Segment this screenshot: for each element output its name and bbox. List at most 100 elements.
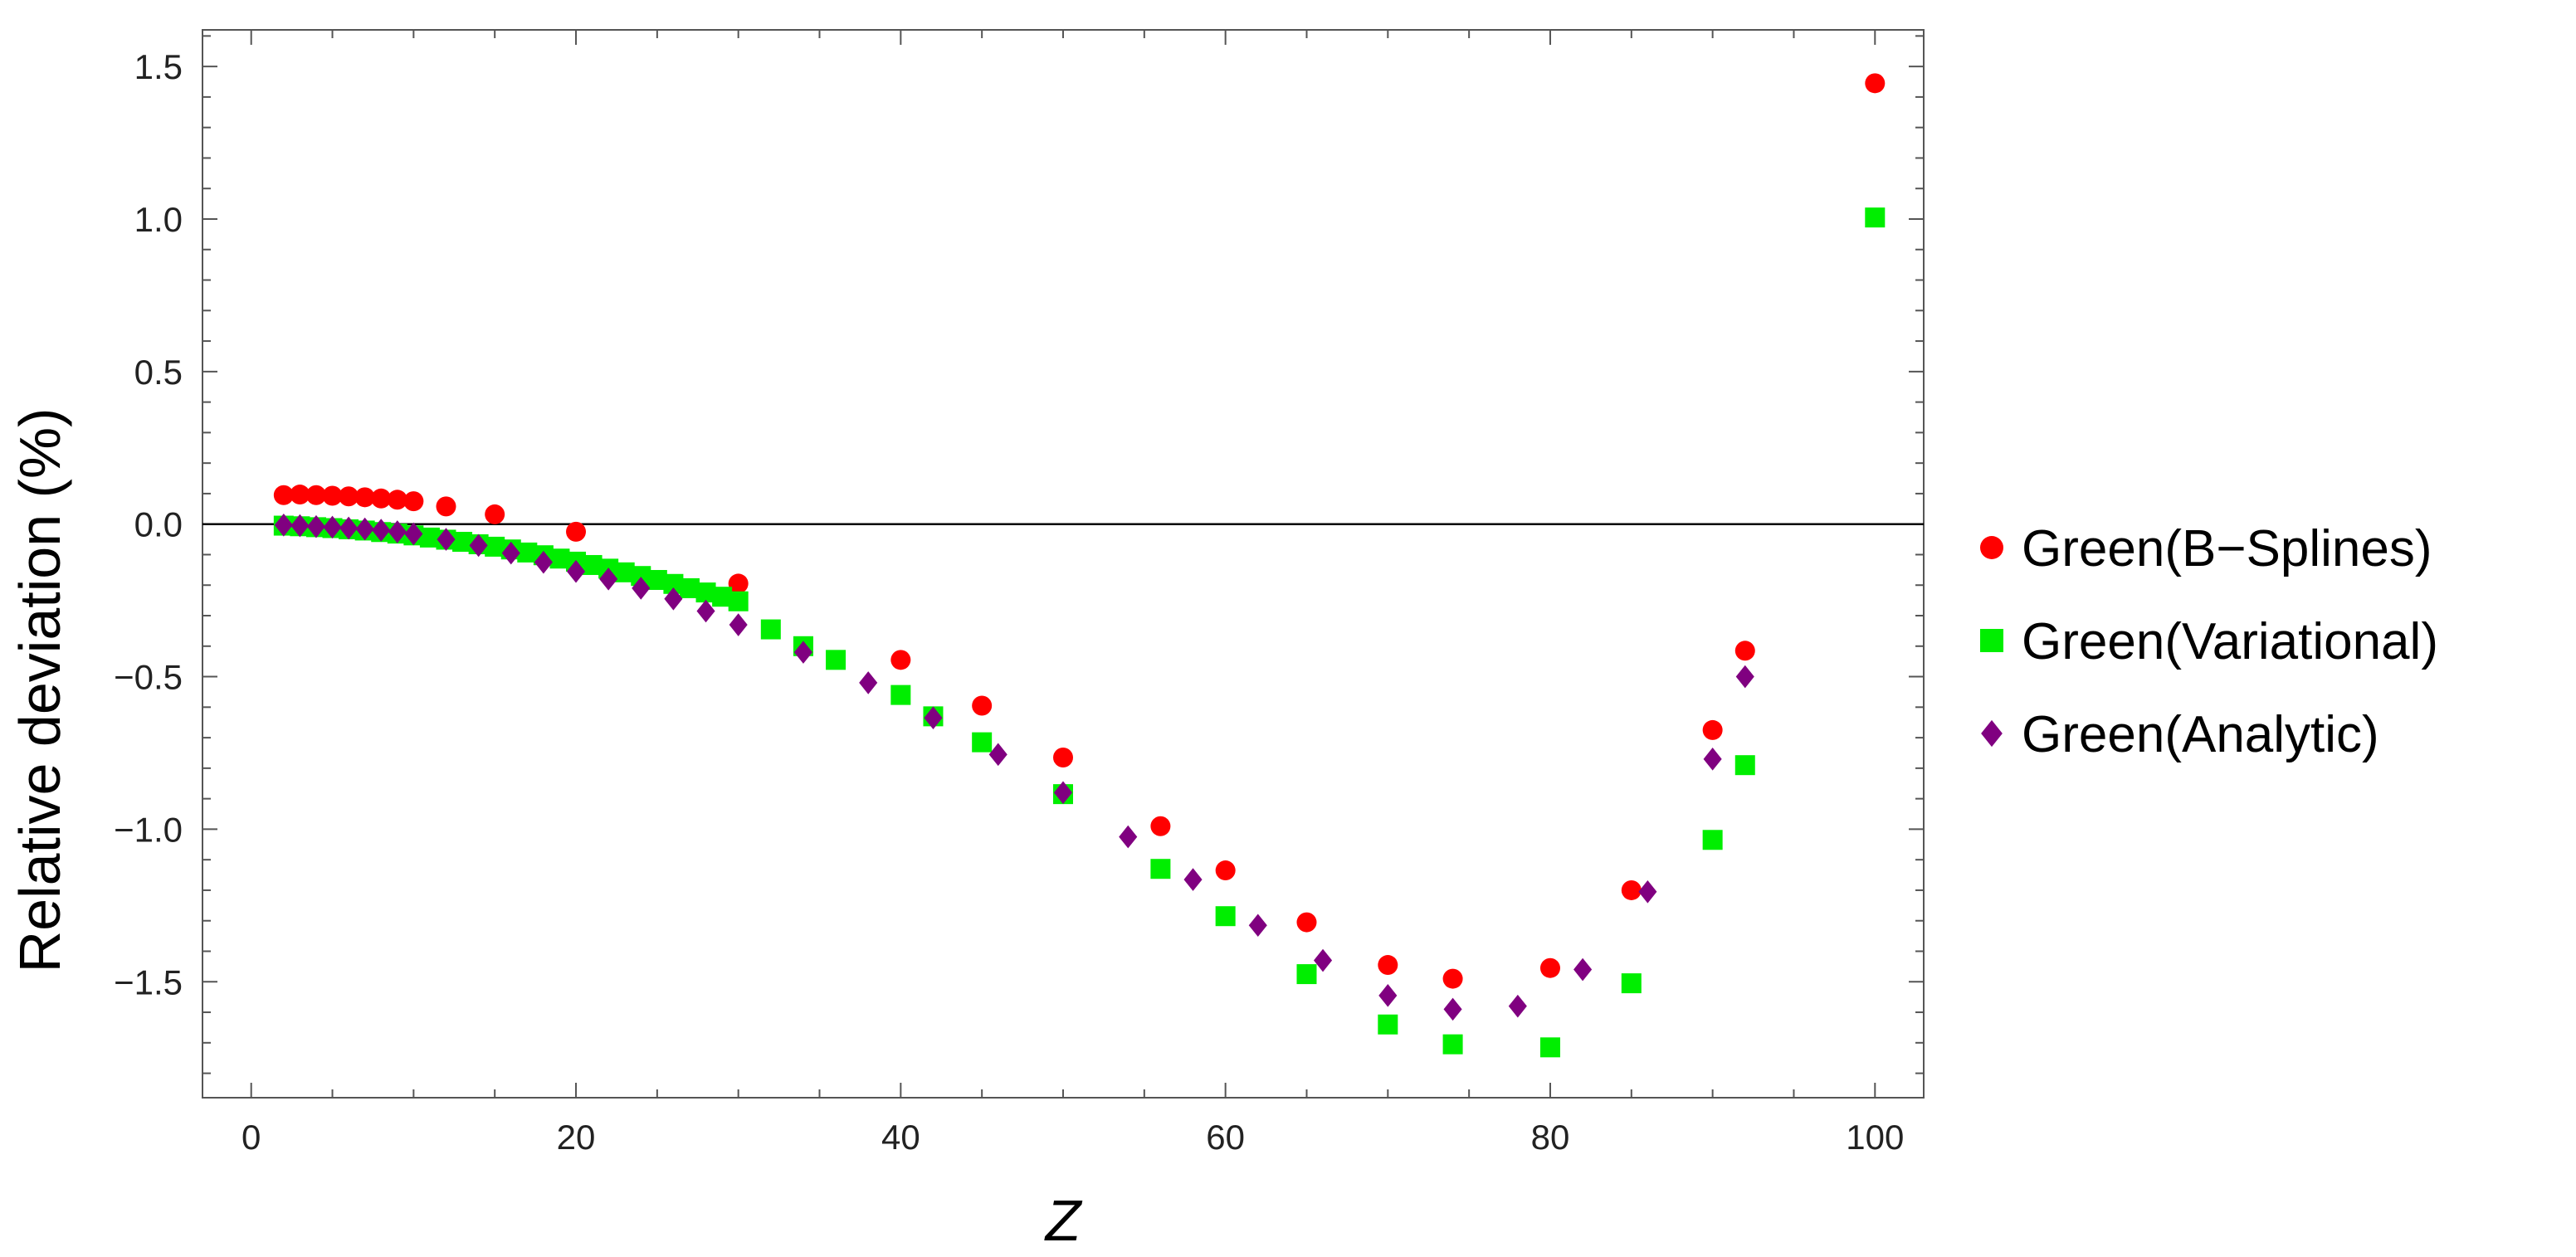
legend-marker-square bbox=[1980, 629, 2003, 652]
square-point bbox=[1734, 755, 1755, 776]
circle-point bbox=[1734, 641, 1755, 661]
square-point bbox=[728, 591, 749, 611]
circle-point bbox=[305, 485, 326, 505]
diamond-point bbox=[323, 515, 342, 539]
diamond-point bbox=[1638, 879, 1657, 904]
y-tick-label: −1.0 bbox=[114, 810, 183, 849]
square-point bbox=[1150, 859, 1171, 879]
circle-point bbox=[290, 485, 310, 505]
square-point bbox=[826, 650, 846, 670]
square-point bbox=[1702, 830, 1723, 850]
diamond-point bbox=[404, 522, 423, 546]
diamond-point bbox=[1183, 868, 1203, 891]
legend-label: Green(Analytic) bbox=[2022, 706, 2379, 763]
tick-labels: 0 20 40 60 80 100 −1.5 −1.0 −0.5 0.0 0.5 1.0 1.5 bbox=[114, 47, 1904, 1157]
series-diamond bbox=[274, 514, 1754, 1021]
diamond-point bbox=[1053, 781, 1073, 805]
square-point bbox=[1621, 973, 1642, 994]
y-tick-label: 0.0 bbox=[134, 505, 183, 544]
x-tick-label: 40 bbox=[881, 1118, 920, 1157]
square-point bbox=[972, 732, 993, 753]
circle-point bbox=[485, 504, 505, 524]
diamond-point bbox=[388, 520, 407, 543]
diamond-point bbox=[355, 517, 374, 541]
x-tick-label: 80 bbox=[1531, 1118, 1570, 1157]
circle-point bbox=[1053, 747, 1073, 767]
legend: Green(B−Splines) Green(Variational) Green(… bbox=[1980, 520, 2438, 763]
square-point bbox=[760, 619, 781, 640]
diamond-point bbox=[1248, 914, 1267, 938]
diamond-point bbox=[696, 599, 715, 623]
circle-point bbox=[1702, 719, 1723, 740]
circle-point bbox=[322, 485, 343, 506]
square-point bbox=[890, 685, 911, 705]
circle-point bbox=[339, 486, 359, 507]
y-tick-label: 1.0 bbox=[134, 200, 183, 239]
x-tick-label: 100 bbox=[1846, 1118, 1904, 1157]
diamond-point bbox=[988, 743, 1007, 767]
legend-label: Green(B−Splines) bbox=[2022, 520, 2432, 577]
circle-point bbox=[972, 695, 993, 716]
diamond-point bbox=[566, 559, 586, 583]
circle-point bbox=[371, 488, 392, 509]
diamond-point bbox=[1443, 997, 1462, 1021]
square-point bbox=[1865, 207, 1886, 228]
circle-point bbox=[1150, 816, 1171, 836]
circle-point bbox=[436, 496, 456, 517]
square-point bbox=[1378, 1014, 1398, 1035]
series-circle bbox=[273, 73, 1886, 989]
y-axis-title: Relative deviation (%) bbox=[7, 408, 72, 973]
plot-frame bbox=[202, 29, 1925, 1099]
diamond-point bbox=[1508, 994, 1527, 1018]
square-point bbox=[1539, 1037, 1560, 1058]
diamond-point bbox=[793, 641, 812, 664]
circle-point bbox=[1378, 955, 1398, 976]
circle-point bbox=[1296, 912, 1317, 933]
circle-point bbox=[403, 491, 424, 512]
y-tick-label: −1.5 bbox=[114, 962, 183, 1001]
x-tick-label: 20 bbox=[557, 1118, 596, 1157]
x-tick-label: 60 bbox=[1206, 1118, 1245, 1157]
diamond-point bbox=[306, 514, 326, 538]
diamond-point bbox=[437, 528, 456, 551]
diamond-point bbox=[274, 514, 293, 537]
y-tick-label: −0.5 bbox=[114, 658, 183, 697]
diamond-point bbox=[924, 706, 943, 729]
circle-point bbox=[1865, 73, 1886, 94]
diamond-point bbox=[1703, 748, 1722, 771]
diamond-point bbox=[339, 516, 359, 540]
diamond-point bbox=[1573, 957, 1593, 982]
diamond-point bbox=[534, 550, 553, 574]
legend-label: Green(Variational) bbox=[2022, 613, 2438, 670]
circle-point bbox=[890, 650, 911, 670]
diamond-point bbox=[1119, 825, 1138, 849]
square-point bbox=[1215, 906, 1236, 927]
diamond-point bbox=[729, 613, 748, 636]
diamond-point bbox=[1735, 665, 1754, 689]
axis-ticks bbox=[202, 30, 1924, 1098]
diamond-point bbox=[599, 568, 618, 591]
circle-point bbox=[1215, 860, 1236, 881]
plot-frame-border bbox=[202, 29, 1925, 1099]
diamond-point bbox=[664, 587, 683, 611]
circle-point bbox=[387, 490, 407, 510]
y-tick-label: 1.5 bbox=[134, 47, 183, 86]
diamond-point bbox=[501, 541, 520, 565]
circle-point bbox=[728, 573, 749, 594]
circle-point bbox=[273, 485, 294, 505]
diamond-point bbox=[290, 514, 310, 538]
x-axis-title: Z bbox=[1044, 1188, 1083, 1253]
data-points bbox=[273, 73, 1886, 1058]
diamond-point bbox=[632, 577, 651, 600]
diamond-point bbox=[1314, 948, 1333, 972]
x-tick-label: 0 bbox=[242, 1118, 261, 1157]
circle-point bbox=[566, 521, 587, 542]
square-point bbox=[1442, 1034, 1463, 1055]
legend-marker-circle bbox=[1980, 536, 2003, 559]
square-point bbox=[1296, 964, 1317, 985]
y-tick-label: 0.5 bbox=[134, 353, 183, 392]
circle-point bbox=[1442, 968, 1463, 989]
legend-marker-diamond bbox=[1981, 719, 2003, 748]
diamond-point bbox=[1378, 984, 1398, 1007]
